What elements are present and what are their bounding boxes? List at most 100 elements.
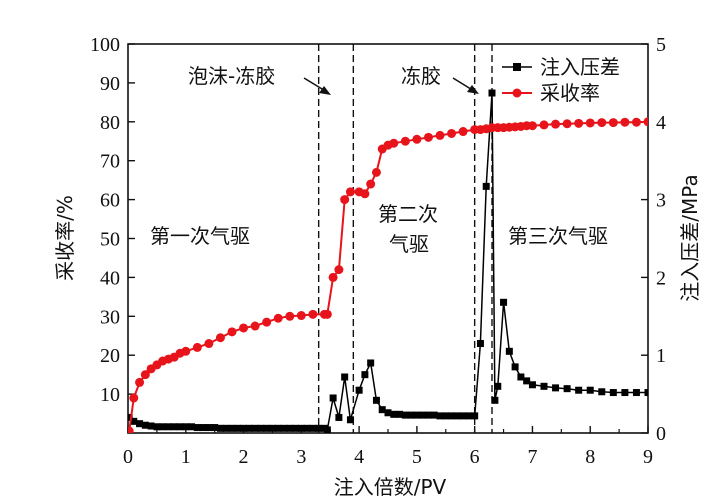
- legend-label-recovery: 采收率: [540, 81, 600, 105]
- point-pressure: [517, 373, 525, 381]
- point-pressure: [257, 424, 265, 432]
- point-pressure: [188, 423, 196, 431]
- point-recovery: [340, 195, 350, 205]
- annotation-gel: 冻胶: [401, 64, 441, 88]
- point-recovery: [435, 130, 445, 140]
- point-pressure: [170, 423, 178, 431]
- point-pressure: [159, 423, 167, 431]
- point-pressure: [396, 410, 404, 418]
- point-pressure: [500, 298, 508, 306]
- point-recovery: [334, 265, 344, 275]
- point-recovery: [400, 136, 410, 146]
- point-pressure: [234, 424, 242, 432]
- tick-labels: 0 1 2 3 4 5 6 7 8 9 10 20 30 40 50 60 70 80 90 100 0 1 2 3 4 5: [90, 34, 666, 468]
- point-pressure: [251, 424, 259, 432]
- x-tick-label: 0: [123, 446, 133, 468]
- legend-marker-pressure: [513, 63, 521, 71]
- point-pressure: [228, 424, 236, 432]
- point-pressure: [632, 389, 640, 397]
- point-pressure: [346, 416, 354, 424]
- point-recovery: [204, 339, 214, 349]
- point-pressure: [136, 420, 144, 428]
- point-pressure: [216, 424, 224, 432]
- point-pressure: [335, 413, 343, 421]
- point-pressure: [280, 424, 288, 432]
- point-recovery: [574, 118, 584, 128]
- x-tick-label: 6: [470, 446, 480, 468]
- point-pressure: [424, 411, 432, 419]
- point-pressure: [552, 384, 560, 392]
- point-pressure: [448, 412, 456, 420]
- annotation-foam-gel: 泡沫-冻胶: [188, 64, 275, 88]
- point-pressure: [205, 424, 213, 432]
- point-recovery: [345, 187, 355, 197]
- point-recovery: [562, 119, 572, 129]
- point-pressure: [367, 359, 375, 367]
- point-recovery: [389, 138, 399, 148]
- annotation-gel-arrowhead: [467, 85, 479, 94]
- point-pressure: [323, 426, 331, 433]
- point-recovery: [412, 134, 422, 144]
- annotation-foam-gel-arrowhead: [319, 86, 331, 95]
- point-pressure: [147, 422, 155, 430]
- point-recovery: [360, 189, 370, 199]
- point-pressure: [361, 371, 369, 379]
- y-left-tick-label: 70: [100, 151, 120, 173]
- point-pressure: [355, 386, 363, 394]
- point-pressure: [378, 406, 386, 414]
- point-recovery: [597, 118, 607, 128]
- y-right-tick-label: 3: [656, 190, 666, 212]
- point-pressure: [245, 424, 253, 432]
- point-recovery: [129, 393, 139, 403]
- point-pressure: [390, 410, 398, 418]
- point-pressure: [211, 424, 219, 432]
- point-recovery: [423, 132, 433, 142]
- x-tick-label: 3: [296, 446, 306, 468]
- point-pressure: [274, 424, 282, 432]
- point-pressure: [430, 411, 438, 419]
- point-pressure: [292, 424, 300, 432]
- x-tick-label: 7: [527, 446, 537, 468]
- legend: 注入压差 采收率: [502, 55, 620, 105]
- point-recovery: [371, 167, 381, 177]
- y-axis-left-label: 采收率/%: [53, 195, 77, 281]
- point-recovery: [366, 179, 376, 189]
- point-recovery: [181, 346, 191, 356]
- x-tick-label: 8: [585, 446, 595, 468]
- point-recovery: [128, 426, 134, 433]
- y-right-tick-label: 2: [656, 267, 666, 289]
- y-left-tick-label: 100: [90, 34, 120, 56]
- point-recovery: [328, 272, 338, 282]
- point-pressure: [621, 389, 629, 397]
- point-pressure: [482, 182, 490, 190]
- point-pressure: [505, 347, 513, 355]
- annotation-second-gas-line2: 气驱: [389, 232, 429, 256]
- point-pressure: [153, 423, 161, 431]
- point-recovery: [620, 117, 630, 127]
- point-pressure: [586, 386, 594, 394]
- point-pressure: [199, 424, 207, 432]
- point-pressure: [176, 423, 184, 431]
- x-tick-label: 4: [354, 446, 364, 468]
- point-pressure: [341, 373, 349, 381]
- y-left-tick-label: 30: [100, 306, 120, 328]
- point-pressure: [401, 411, 409, 419]
- y-right-tick-label: 4: [656, 112, 666, 134]
- point-pressure: [465, 412, 473, 420]
- point-pressure: [303, 424, 311, 432]
- point-pressure: [130, 417, 138, 425]
- series-line-recovery: [128, 120, 648, 432]
- point-pressure: [297, 424, 305, 432]
- point-pressure: [240, 424, 248, 432]
- point-pressure: [141, 421, 149, 429]
- point-pressure: [263, 424, 271, 432]
- y-left-tick-label: 10: [100, 384, 120, 406]
- point-pressure: [528, 381, 536, 389]
- y-left-tick-label: 40: [100, 267, 120, 289]
- legend-label-pressure: 注入压差: [540, 55, 620, 79]
- point-pressure: [268, 424, 276, 432]
- point-recovery: [262, 317, 272, 327]
- divider-lines: [317, 44, 493, 433]
- point-pressure: [413, 411, 421, 419]
- point-recovery: [215, 333, 225, 343]
